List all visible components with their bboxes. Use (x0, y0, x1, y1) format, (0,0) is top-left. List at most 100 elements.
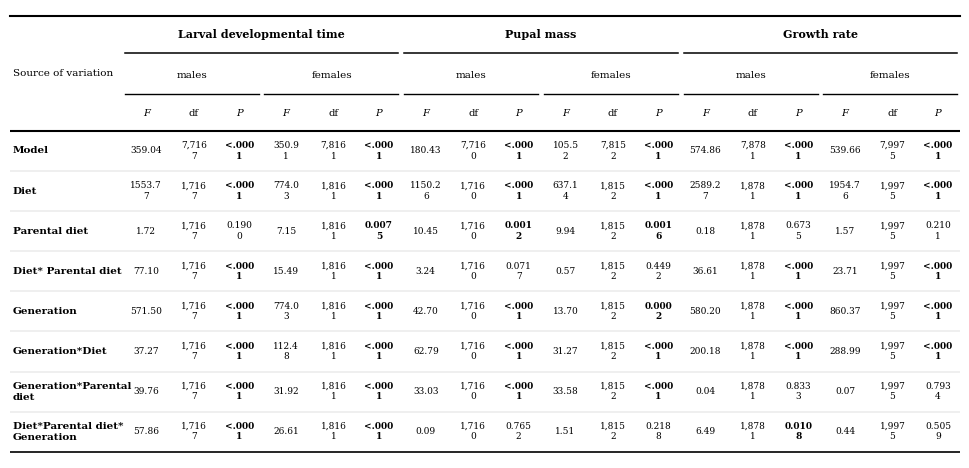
Text: 77.10: 77.10 (134, 267, 159, 276)
Text: 1,716
0: 1,716 0 (460, 422, 485, 441)
Text: <.000
1: <.000 1 (364, 382, 393, 402)
Text: F: F (701, 110, 708, 118)
Text: 1,716
0: 1,716 0 (460, 181, 485, 201)
Text: 1,716
7: 1,716 7 (180, 181, 206, 201)
Text: 7,878
1: 7,878 1 (739, 141, 765, 161)
Text: P: P (794, 110, 800, 118)
Text: P: P (515, 110, 521, 118)
Text: <.000
1: <.000 1 (225, 382, 254, 402)
Text: <.000
1: <.000 1 (504, 382, 533, 402)
Text: 0.793
4: 0.793 4 (924, 382, 950, 402)
Text: 2589.2
7: 2589.2 7 (689, 181, 720, 201)
Text: <.000
1: <.000 1 (922, 262, 952, 281)
Text: 580.20: 580.20 (689, 307, 720, 316)
Text: df: df (468, 110, 478, 118)
Text: <.000
1: <.000 1 (364, 262, 393, 281)
Text: 1,878
1: 1,878 1 (739, 422, 765, 441)
Text: 180.43: 180.43 (410, 146, 441, 155)
Text: 1,997
5: 1,997 5 (879, 422, 904, 441)
Text: Generation*Diet: Generation*Diet (13, 347, 107, 356)
Text: F: F (142, 110, 149, 118)
Text: 774.0
3: 774.0 3 (273, 181, 298, 201)
Text: 0.57: 0.57 (555, 267, 575, 276)
Text: 1,716
7: 1,716 7 (180, 262, 206, 281)
Text: 1,815
2: 1,815 2 (600, 181, 625, 201)
Text: 57.86: 57.86 (133, 427, 159, 436)
Text: <.000
1: <.000 1 (364, 141, 393, 161)
Text: <.000
1: <.000 1 (783, 181, 812, 201)
Text: 7,815
2: 7,815 2 (600, 141, 625, 161)
Text: 7.15: 7.15 (275, 227, 296, 235)
Text: 1,816
1: 1,816 1 (321, 382, 346, 402)
Text: <.000
1: <.000 1 (504, 181, 533, 201)
Text: 0.18: 0.18 (695, 227, 714, 235)
Text: df: df (887, 110, 896, 118)
Text: 31.27: 31.27 (552, 347, 578, 356)
Text: 1,716
0: 1,716 0 (460, 342, 485, 361)
Text: P: P (375, 110, 382, 118)
Text: 1,816
1: 1,816 1 (321, 181, 346, 201)
Text: 1,815
2: 1,815 2 (600, 221, 625, 241)
Text: 1.51: 1.51 (555, 427, 575, 436)
Text: 1,878
1: 1,878 1 (739, 302, 765, 321)
Text: 0.833
3: 0.833 3 (785, 382, 810, 402)
Text: 571.50: 571.50 (130, 307, 162, 316)
Text: 1.72: 1.72 (137, 227, 156, 235)
Text: 1,815
2: 1,815 2 (600, 262, 625, 281)
Text: 0.765
2: 0.765 2 (505, 422, 531, 441)
Text: 1,816
1: 1,816 1 (321, 422, 346, 441)
Text: 31.92: 31.92 (273, 387, 298, 396)
Text: 0.190
0: 0.190 0 (226, 221, 252, 241)
Text: df: df (747, 110, 757, 118)
Text: <.000
1: <.000 1 (643, 382, 672, 402)
Text: Diet* Parental diet: Diet* Parental diet (13, 267, 121, 276)
Text: Pupal mass: Pupal mass (505, 29, 577, 40)
Text: 1,878
1: 1,878 1 (739, 181, 765, 201)
Text: females: females (590, 71, 631, 80)
Text: 0.09: 0.09 (416, 427, 435, 436)
Text: <.000
1: <.000 1 (225, 302, 254, 321)
Text: <.000
1: <.000 1 (643, 342, 672, 361)
Text: <.000
1: <.000 1 (225, 422, 254, 441)
Text: 1,816
1: 1,816 1 (321, 221, 346, 241)
Text: 1,997
5: 1,997 5 (879, 342, 904, 361)
Text: P: P (235, 110, 242, 118)
Text: 105.5
2: 105.5 2 (552, 141, 578, 161)
Text: 200.18: 200.18 (689, 347, 720, 356)
Text: Larval developmental time: Larval developmental time (178, 29, 345, 40)
Text: 112.4
8: 112.4 8 (273, 342, 298, 361)
Text: 0.071
7: 0.071 7 (505, 262, 531, 281)
Text: 1,878
1: 1,878 1 (739, 221, 765, 241)
Text: males: males (176, 71, 207, 80)
Text: Growth rate: Growth rate (782, 29, 858, 40)
Text: 0.449
2: 0.449 2 (644, 262, 671, 281)
Text: <.000
1: <.000 1 (225, 141, 254, 161)
Text: 860.37: 860.37 (828, 307, 860, 316)
Text: 1,816
1: 1,816 1 (321, 342, 346, 361)
Text: <.000
1: <.000 1 (783, 342, 812, 361)
Text: 0.210
1: 0.210 1 (924, 221, 950, 241)
Text: 1,997
5: 1,997 5 (879, 302, 904, 321)
Text: <.000
1: <.000 1 (364, 302, 393, 321)
Text: <.000
1: <.000 1 (783, 262, 812, 281)
Text: 7,716
7: 7,716 7 (180, 141, 206, 161)
Text: 0.218
8: 0.218 8 (645, 422, 671, 441)
Text: Source of variation: Source of variation (13, 69, 112, 78)
Text: 0.44: 0.44 (834, 427, 855, 436)
Text: 359.04: 359.04 (131, 146, 162, 155)
Text: 1150.2
6: 1150.2 6 (410, 181, 441, 201)
Text: Generation*Parental
diet: Generation*Parental diet (13, 382, 132, 402)
Text: 1,716
0: 1,716 0 (460, 221, 485, 241)
Text: 23.71: 23.71 (831, 267, 857, 276)
Text: <.000
1: <.000 1 (225, 262, 254, 281)
Text: <.000
1: <.000 1 (504, 302, 533, 321)
Text: Diet: Diet (13, 187, 37, 196)
Text: 1,716
0: 1,716 0 (460, 302, 485, 321)
Text: females: females (311, 71, 352, 80)
Text: 0.010
8: 0.010 8 (783, 422, 811, 441)
Text: <.000
1: <.000 1 (643, 181, 672, 201)
Text: <.000
1: <.000 1 (364, 342, 393, 361)
Text: <.000
1: <.000 1 (922, 141, 952, 161)
Text: males: males (735, 71, 766, 80)
Text: 1,878
1: 1,878 1 (739, 382, 765, 402)
